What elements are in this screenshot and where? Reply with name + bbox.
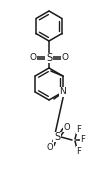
Text: S: S (46, 53, 52, 63)
Text: F: F (77, 125, 81, 134)
Text: N: N (59, 88, 66, 96)
Text: F: F (77, 146, 81, 155)
Text: O: O (64, 123, 70, 132)
Text: O: O (47, 142, 53, 151)
Text: F: F (81, 135, 85, 144)
Text: O: O (29, 54, 36, 63)
Text: S: S (54, 132, 60, 142)
Text: O: O (62, 54, 69, 63)
